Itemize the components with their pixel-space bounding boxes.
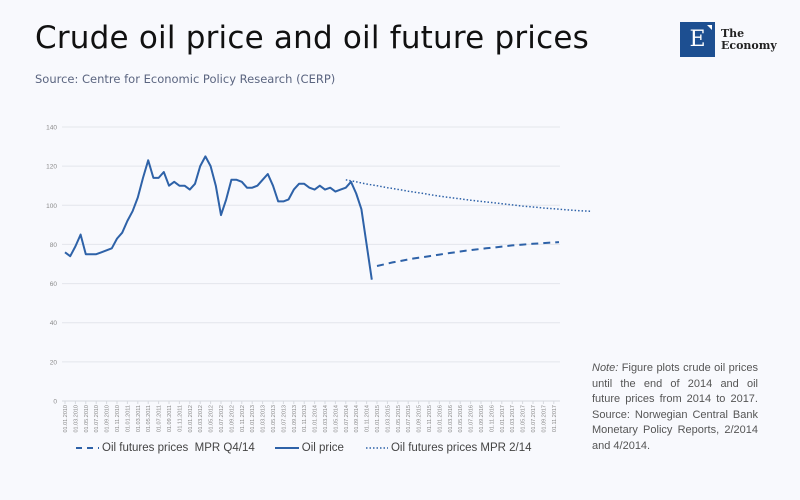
x-tick-label: 01.01.2016 [437, 405, 443, 433]
x-tick-label: 01.05.2010 [84, 405, 90, 433]
x-tick-label: 01.07.2017 [531, 405, 537, 433]
x-tick-label: 01.03.2017 [510, 405, 516, 433]
x-tick-label: 01.03.2015 [385, 405, 391, 433]
x-tick-label: 01.07.2011 [157, 405, 163, 432]
chart-legend: Oil futures prices MPR Q4/14 Oil price O… [75, 442, 552, 454]
dashed-line-swatch-icon [76, 447, 99, 449]
x-tick-label: 01.03.2010 [73, 405, 79, 433]
x-tick-label: 01.01.2011 [125, 405, 131, 432]
x-tick-label: 01.03.2013 [261, 405, 267, 433]
note-text: Figure plots crude oil prices until the … [592, 362, 758, 452]
x-tick-label: 01.11.2014 [365, 405, 371, 432]
legend-item-mpr-q4-14: Oil futures prices MPR Q4/14 [75, 442, 255, 454]
x-tick-label: 01.03.2011 [136, 405, 142, 432]
series-lines [64, 155, 591, 280]
x-axis-tick-labels: 01.01.2010 01.03.2010 01.05.2010 01.07.2010… [63, 401, 558, 433]
x-tick-label: 01.09.2010 [105, 405, 111, 433]
series-line-oil-futures-prices-mpr-q4-14 [376, 241, 560, 267]
x-tick-label: 01.11.2015 [427, 405, 433, 432]
logo-line-1: The [721, 26, 745, 40]
legend-item-oil-price: Oil price [274, 442, 344, 454]
x-tick-label: 01.01.2015 [375, 405, 381, 433]
y-tick-label: 40 [50, 320, 58, 327]
y-axis-tick-labels: 0 20 40 60 80 100 120 140 [46, 125, 57, 406]
logo-letter: E [689, 27, 706, 52]
x-tick-label: 01.09.2013 [292, 405, 298, 433]
solid-line-swatch-icon [274, 447, 299, 449]
x-tick-label: 01.05.2017 [521, 405, 527, 433]
x-tick-label: 01.05.2012 [209, 405, 215, 433]
x-tick-label: 01.09.2011 [167, 405, 173, 432]
x-tick-label: 01.11.2016 [489, 405, 495, 432]
x-tick-label: 01.09.2017 [541, 405, 547, 433]
y-tick-label: 140 [46, 125, 57, 132]
dotted-line-swatch-icon [365, 447, 388, 449]
series-line-oil-futures-prices-mpr-2-14 [345, 179, 591, 212]
x-tick-label: 01.05.2014 [333, 405, 339, 433]
x-tick-label: 01.11.2013 [302, 405, 308, 432]
gridlines [62, 126, 560, 363]
y-tick-label: 20 [50, 359, 58, 366]
legend-label: Oil futures prices MPR Q4/14 [102, 442, 255, 454]
logo-corner-mark [707, 25, 712, 30]
x-tick-label: 01.07.2013 [281, 405, 287, 433]
x-tick-label: 01.09.2012 [229, 405, 235, 433]
x-tick-label: 01.05.2013 [271, 405, 277, 433]
legend-label: Oil price [301, 442, 344, 454]
x-tick-label: 01.09.2014 [354, 405, 360, 433]
x-tick-label: 01.07.2014 [344, 405, 350, 433]
chart-note: Note: Figure plots crude oil prices unti… [592, 361, 758, 454]
x-tick-label: 01.07.2010 [94, 405, 100, 433]
chart-source: Source: Centre for Economic Policy Resea… [35, 72, 336, 86]
y-tick-label: 120 [46, 164, 57, 171]
x-tick-label: 01.11.2010 [115, 405, 121, 432]
x-tick-label: 01.03.2012 [198, 405, 204, 433]
series-line-oil-price [64, 155, 373, 280]
x-tick-label: 01.05.2016 [458, 405, 464, 433]
x-tick-label: 01.09.2016 [479, 405, 485, 433]
x-tick-label: 01.01.2017 [500, 405, 506, 433]
y-tick-label: 80 [50, 242, 58, 249]
x-tick-label: 01.11.2017 [552, 405, 558, 432]
the-economy-logo[interactable]: E The Economy [680, 22, 777, 57]
chart-title: Crude oil price and oil future prices [35, 20, 589, 56]
logo-line-2: Economy [721, 38, 777, 52]
x-tick-label: 01.07.2015 [406, 405, 412, 433]
y-tick-label: 100 [46, 203, 57, 210]
x-tick-label: 01.01.2014 [313, 405, 319, 433]
logo-wordmark: The Economy [721, 26, 777, 52]
y-tick-label: 0 [53, 399, 57, 406]
x-tick-label: 01.11.2011 [177, 405, 183, 432]
x-tick-label: 01.11.2012 [240, 405, 246, 432]
note-label: Note: [592, 362, 619, 374]
legend-item-mpr-2-14: Oil futures prices MPR 2/14 [364, 442, 532, 454]
y-tick-label: 60 [50, 281, 58, 288]
x-tick-label: 01.07.2016 [469, 405, 475, 433]
x-tick-label: 01.05.2011 [146, 405, 152, 432]
x-tick-label: 01.01.2010 [63, 405, 69, 433]
x-tick-label: 01.05.2015 [396, 405, 402, 433]
x-tick-label: 01.09.2015 [417, 405, 423, 433]
x-tick-label: 01.03.2016 [448, 405, 454, 433]
x-tick-label: 01.07.2012 [219, 405, 225, 433]
logo-mark: E [680, 22, 715, 57]
x-tick-label: 01.01.2012 [188, 405, 194, 433]
x-tick-label: 01.01.2013 [250, 405, 256, 433]
x-tick-label: 01.03.2014 [323, 405, 329, 433]
legend-label: Oil futures prices MPR 2/14 [390, 442, 532, 454]
